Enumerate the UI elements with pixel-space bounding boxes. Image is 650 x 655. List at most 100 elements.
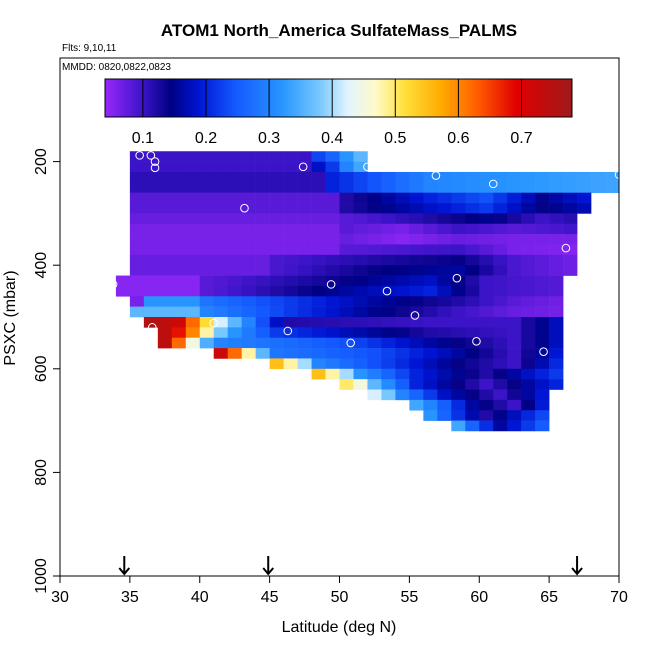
heatmap-cell [381,306,396,318]
heatmap-cell [213,234,228,245]
heatmap-cell [591,171,606,183]
heatmap-cell [143,203,159,214]
heatmap-cell [591,182,606,193]
heatmap-cell [311,171,326,183]
heatmap-cell [311,306,326,318]
heatmap-cell [297,358,312,370]
heatmap-cell [507,182,522,193]
heatmap-cell [297,234,312,245]
heatmap-cell [255,254,270,266]
heatmap-cell [353,234,368,245]
heatmap-cell [255,182,270,193]
heatmap-cell [227,327,242,339]
heatmap-cell [199,327,215,339]
heatmap-cell [325,327,340,339]
heatmap-cell [297,306,312,318]
heatmap-cell [311,244,326,256]
heatmap-cell [409,317,424,328]
heatmap-cell [339,223,354,235]
heatmap-cell [255,171,270,183]
heatmap-cell [381,182,396,193]
heatmap-cell [521,203,536,214]
heatmap-cell [535,182,550,193]
heatmap-cell [311,182,326,193]
heatmap-cell [451,223,466,235]
heatmap-cell [143,254,159,266]
heatmap-cell [269,182,284,193]
heatmap-cell [409,234,424,245]
heatmap-cell [325,203,340,214]
heatmap-cell [311,348,326,359]
x-tick-label: 30 [51,589,69,606]
heatmap-cell [479,234,494,245]
heatmap-cell [199,306,215,318]
heatmap-cell [199,337,215,349]
heatmap-cell [423,389,438,401]
sample-point [283,326,293,336]
heatmap-cell [213,265,228,276]
heatmap-cell [339,203,354,214]
heatmap-cell [213,213,228,225]
sample-point [150,163,160,173]
heatmap-cell [507,223,522,235]
heatmap-cell [549,213,564,225]
x-axis-label: Latitude (deg N) [282,619,397,636]
heatmap-cell [479,265,494,276]
heatmap-cell [437,265,452,276]
heatmap-cell [297,265,312,276]
heatmap-cell [129,161,145,173]
heatmap-cell [549,223,564,235]
heatmap-cell [381,203,396,214]
heatmap-cell [143,306,159,318]
flight-markers [118,556,583,576]
heatmap-cell [507,368,522,380]
heatmap-cell [507,420,522,432]
heatmap-cell [269,317,284,328]
heatmap-cell [479,410,494,421]
heatmap-cell [199,203,215,214]
heatmap-cell [423,182,438,193]
heatmap-cell [129,285,145,297]
heatmap-cell [465,327,480,339]
heatmap-cell [171,213,187,225]
heatmap-cell [241,306,256,318]
heatmap-cell [353,306,368,318]
heatmap-cell [535,317,550,328]
heatmap-cell [283,337,298,349]
heatmap-cell [563,192,578,204]
heatmap-cell [395,171,410,183]
heatmap-cell [437,410,452,421]
flights-annotation: Flts: 9,10,11 [62,43,117,54]
heatmap-cell [227,151,242,162]
heatmap-cell [255,234,270,245]
heatmap-cell [381,389,396,401]
heatmap-cell [437,192,452,204]
heatmap-cell [451,348,466,359]
heatmap-cell [381,234,396,245]
heatmap-cell [409,337,424,349]
heatmap-cell [325,265,340,276]
heatmap-cell [241,244,256,256]
colorbar-tick-label: 0.2 [195,130,217,147]
heatmap-cell [381,192,396,204]
heatmap-cell [479,203,494,214]
heatmap-cell [479,389,494,401]
x-tick-label: 55 [400,589,418,606]
heatmap-cell [535,213,550,225]
heatmap-cell [493,213,508,225]
heatmap-cell [171,275,187,287]
heatmap-cell [283,203,298,214]
heatmap-cell [241,223,256,235]
heatmap-cell [115,275,131,287]
heatmap-cell [535,223,550,235]
heatmap-cell [521,399,536,411]
sample-point [363,162,372,172]
heatmap-cell [535,358,550,370]
heatmap-cell [157,254,173,266]
heatmap-cell [339,348,354,359]
heatmap-cell [325,182,340,193]
heatmap-cell [157,213,173,225]
heatmap-cell [185,296,201,307]
heatmap-cell [535,275,550,287]
heatmap-cell [465,244,480,256]
